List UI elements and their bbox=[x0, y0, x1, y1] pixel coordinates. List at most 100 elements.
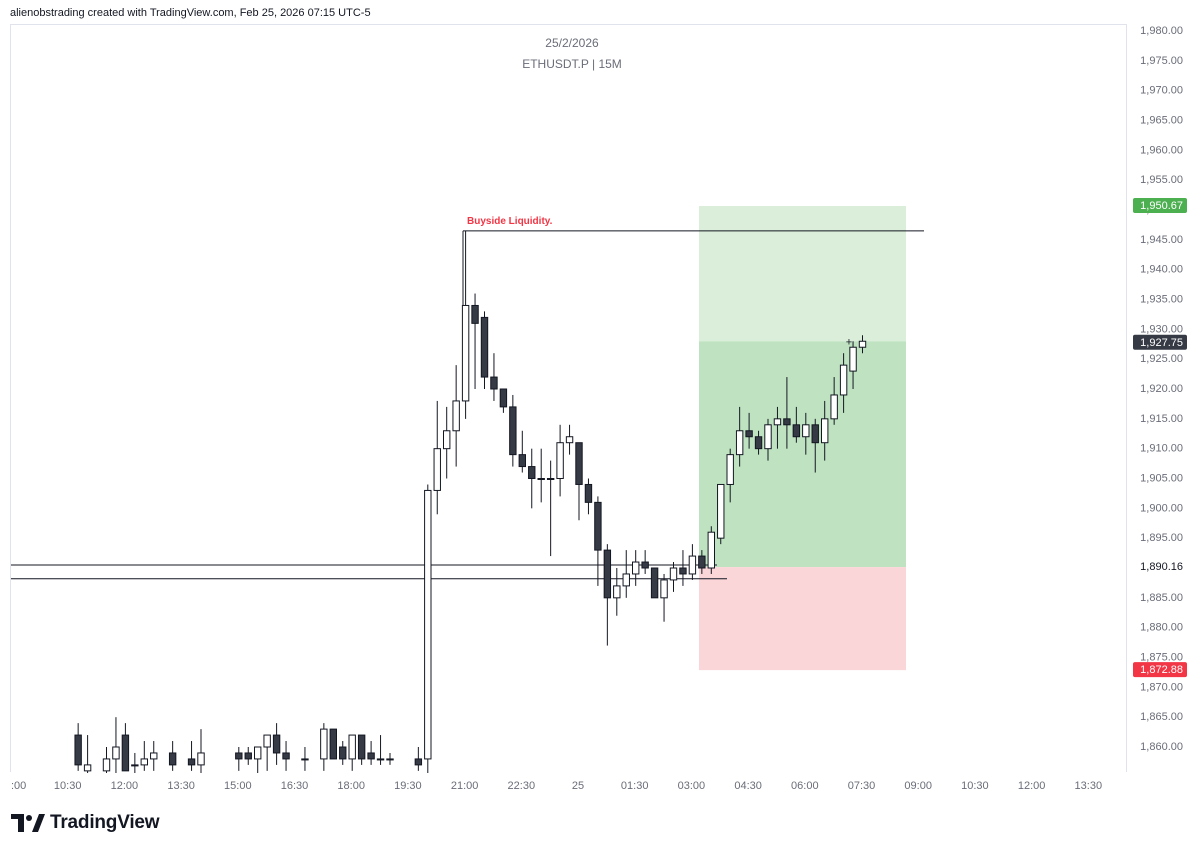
target-zone-remaining[interactable] bbox=[699, 206, 906, 342]
candle bbox=[140, 741, 149, 771]
candle-body-bearish bbox=[187, 758, 196, 766]
candle-body-bullish bbox=[613, 585, 621, 599]
candlestick-chart[interactable]: 25/2/2026 ETHUSDT.P | 15M + Buyside Liqu… bbox=[11, 25, 1128, 773]
price-tag-label: 1,890.16 bbox=[1140, 561, 1183, 573]
tradingview-logo: TradingView bbox=[11, 812, 160, 834]
candle bbox=[613, 568, 621, 616]
candle bbox=[376, 735, 385, 765]
candle bbox=[348, 734, 356, 771]
candle bbox=[244, 747, 252, 765]
candle-body-bearish bbox=[329, 728, 338, 760]
y-tick-label: 1,915.00 bbox=[1140, 413, 1183, 425]
crosshair-marker: + bbox=[846, 336, 852, 348]
candle bbox=[811, 418, 819, 473]
x-tick-label: 10:30 bbox=[961, 780, 989, 792]
price-tag bbox=[1133, 559, 1187, 575]
candle-body-bullish bbox=[821, 418, 829, 444]
candle-body-bullish bbox=[717, 483, 725, 539]
candle-body-bullish bbox=[424, 489, 432, 760]
candle-body-bearish bbox=[575, 442, 583, 485]
candle-body-bearish bbox=[811, 424, 819, 444]
candle-body-bullish bbox=[83, 764, 92, 772]
candle bbox=[367, 741, 375, 765]
x-tick-label: 13:30 bbox=[167, 780, 195, 792]
price-tag-label: 1,950.67 bbox=[1140, 200, 1183, 212]
candle-body-bearish bbox=[528, 466, 536, 480]
candle bbox=[565, 424, 574, 455]
candle bbox=[339, 741, 347, 765]
candle bbox=[679, 550, 687, 586]
tradingview-logo-icon bbox=[11, 814, 45, 832]
candle bbox=[320, 723, 328, 771]
price-tag-label: 1,872.88 bbox=[1140, 664, 1183, 676]
candle bbox=[717, 483, 725, 545]
chart-area[interactable]: 25/2/2026 ETHUSDT.P | 15M + Buyside Liqu… bbox=[10, 24, 1128, 773]
candle-body-bearish bbox=[367, 752, 375, 760]
candle bbox=[594, 496, 602, 586]
candle bbox=[735, 406, 744, 467]
x-tick-label: 03:00 bbox=[678, 780, 706, 792]
candle bbox=[74, 723, 82, 771]
chart-credit: alienobstrading created with TradingView… bbox=[10, 7, 371, 19]
candle bbox=[112, 717, 120, 773]
candle bbox=[83, 735, 92, 773]
y-tick-label: 1,940.00 bbox=[1140, 264, 1183, 276]
candle bbox=[622, 550, 630, 598]
x-tick-label: 22:30 bbox=[508, 780, 536, 792]
candle bbox=[443, 406, 451, 479]
candle-body-bearish bbox=[594, 501, 602, 551]
position-zones[interactable] bbox=[699, 206, 906, 671]
candle bbox=[197, 729, 205, 773]
x-tick-label: 10:30 bbox=[54, 780, 82, 792]
y-tick-label: 1,950.00 bbox=[1140, 204, 1183, 216]
y-tick-label: 1,860.00 bbox=[1140, 741, 1183, 753]
x-tick-label: 25 bbox=[572, 780, 584, 792]
candle-body-bearish bbox=[518, 454, 527, 468]
candle-body-bullish bbox=[849, 346, 857, 372]
y-tick-label: 1,890.00 bbox=[1140, 562, 1183, 574]
candle-body-bullish bbox=[839, 364, 848, 396]
candle bbox=[650, 567, 659, 599]
candle-body-bullish bbox=[443, 430, 451, 450]
candle bbox=[660, 573, 668, 622]
candle bbox=[461, 230, 470, 419]
y-tick-label: 1,870.00 bbox=[1140, 681, 1183, 693]
candle-body-bearish bbox=[650, 567, 659, 599]
candle-body-bearish bbox=[414, 758, 423, 766]
candle-body-bearish bbox=[603, 549, 612, 599]
x-tick-label: 12:00 bbox=[111, 780, 139, 792]
x-tick-label: 04:30 bbox=[734, 780, 762, 792]
candle-body-bullish bbox=[773, 418, 782, 426]
candle-body-bullish bbox=[537, 478, 545, 480]
candle bbox=[433, 400, 441, 515]
candle bbox=[537, 448, 545, 503]
x-tick-label: 13:30 bbox=[1075, 780, 1103, 792]
candle-body-bearish bbox=[584, 483, 593, 503]
candle-body-bearish bbox=[235, 752, 243, 760]
x-axis: :00 10:30 12:00 13:30 15:00 16:30 18:00 19:30 21… bbox=[11, 780, 1102, 792]
y-tick-label: 1,935.00 bbox=[1140, 294, 1183, 306]
price-tag bbox=[1133, 662, 1187, 678]
candle bbox=[726, 448, 734, 503]
candle-body-bullish bbox=[622, 573, 630, 587]
y-tick-label: 1,945.00 bbox=[1140, 234, 1183, 246]
candle-body-bearish bbox=[679, 567, 687, 575]
candle bbox=[386, 752, 394, 765]
candle-body-bullish bbox=[376, 758, 385, 761]
candle-body-bullish bbox=[461, 304, 470, 402]
x-tick-label: :00 bbox=[11, 780, 26, 792]
candle bbox=[792, 406, 801, 443]
candle bbox=[754, 430, 763, 455]
candle-body-bearish bbox=[509, 406, 517, 456]
candle bbox=[707, 526, 715, 574]
candle-body-bullish bbox=[669, 567, 678, 581]
y-tick-label: 1,880.00 bbox=[1140, 622, 1183, 634]
candle-body-bullish bbox=[830, 394, 838, 420]
y-tick-label: 1,910.00 bbox=[1140, 443, 1183, 455]
stop-zone[interactable] bbox=[699, 567, 906, 671]
candle-body-bullish bbox=[150, 752, 158, 760]
candle bbox=[509, 394, 517, 467]
candle-body-bullish bbox=[433, 448, 441, 491]
candle bbox=[452, 365, 460, 467]
candle bbox=[773, 406, 782, 449]
